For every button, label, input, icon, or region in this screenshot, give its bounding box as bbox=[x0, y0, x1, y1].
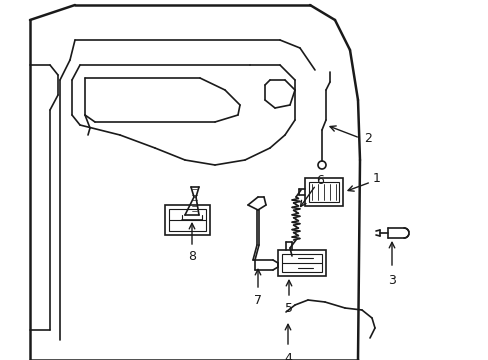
Bar bbox=[308, 182, 338, 202]
Bar bbox=[169, 209, 205, 231]
Bar bbox=[278, 250, 325, 276]
Bar bbox=[305, 178, 342, 206]
Text: 6: 6 bbox=[315, 174, 323, 186]
Text: 4: 4 bbox=[284, 351, 291, 360]
Text: 8: 8 bbox=[187, 251, 196, 264]
Text: 2: 2 bbox=[364, 131, 371, 144]
Bar bbox=[282, 254, 321, 272]
Text: 1: 1 bbox=[372, 171, 380, 184]
Text: 3: 3 bbox=[387, 274, 395, 287]
Bar bbox=[164, 205, 209, 235]
Text: 5: 5 bbox=[285, 302, 292, 315]
Text: 7: 7 bbox=[253, 294, 262, 307]
